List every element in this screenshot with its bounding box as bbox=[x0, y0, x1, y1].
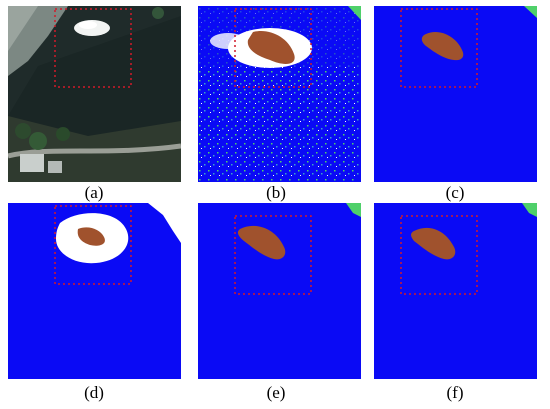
panel-c-classification bbox=[374, 6, 537, 182]
caption-d: (d) bbox=[84, 383, 104, 402]
caption-f: (f) bbox=[446, 383, 464, 402]
panel-b-noisy-classification bbox=[198, 6, 361, 182]
panel-d-classification-halo bbox=[8, 203, 181, 379]
caption-c: (c) bbox=[445, 183, 465, 202]
panel-e-classification bbox=[198, 203, 361, 379]
caption-a: (a) bbox=[84, 183, 104, 202]
caption-b: (b) bbox=[266, 183, 286, 202]
caption-e: (e) bbox=[266, 383, 286, 402]
panel-f-classification bbox=[374, 203, 537, 379]
panel-a-satellite-image bbox=[8, 6, 181, 182]
